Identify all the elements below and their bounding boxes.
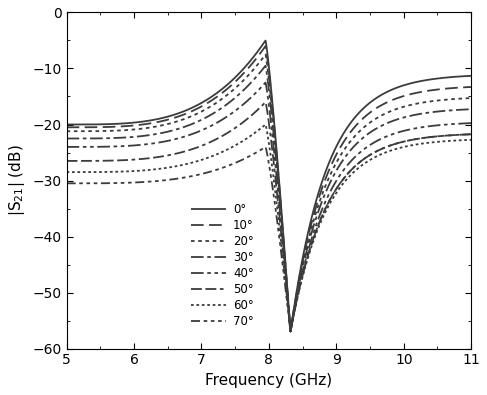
Line: 30°: 30° [67,66,471,331]
50° [288,329,294,334]
Line: 20°: 20° [67,55,471,331]
20° [134,127,140,132]
70° [134,180,140,185]
10° [417,90,423,94]
60° [288,329,294,334]
0° [417,79,423,84]
70° [417,136,423,141]
0° [236,71,242,76]
Line: 40°: 40° [67,83,471,331]
50° [417,136,423,141]
20° [64,129,70,134]
20° [461,96,467,101]
60° [468,137,474,142]
50° [236,123,242,128]
Y-axis label: |S$_{21}$| (dB): |S$_{21}$| (dB) [7,145,27,216]
Line: 70°: 70° [67,134,471,331]
40° [110,144,116,149]
30° [468,107,474,111]
0° [461,74,467,79]
10° [236,75,242,80]
20° [110,128,116,133]
0° [262,38,268,43]
0° [468,73,474,78]
0° [134,120,140,125]
50° [468,132,474,137]
10° [110,124,116,129]
10° [262,44,268,49]
10° [64,125,70,130]
20° [219,97,225,102]
50° [110,158,116,163]
60° [417,141,423,146]
60° [262,122,268,127]
30° [461,107,467,112]
0° [64,122,70,127]
50° [134,157,140,162]
30° [110,136,116,141]
30° [64,136,70,141]
70° [219,166,225,171]
30° [134,134,140,139]
X-axis label: Frequency (GHz): Frequency (GHz) [206,373,333,388]
10° [461,85,467,90]
Legend: 0°, 10°, 20°, 30°, 40°, 50°, 60°, 70°: 0°, 10°, 20°, 30°, 40°, 50°, 60°, 70° [186,199,259,333]
60° [134,169,140,173]
30° [417,111,423,116]
40° [219,118,225,122]
70° [236,159,242,164]
40° [262,80,268,85]
40° [288,329,294,334]
40° [461,121,467,126]
60° [461,138,467,143]
40° [64,145,70,149]
50° [461,132,467,137]
20° [262,52,268,57]
60° [219,150,225,154]
20° [288,329,294,334]
40° [134,143,140,148]
10° [468,85,474,89]
0° [219,87,225,92]
Line: 50°: 50° [67,102,471,331]
60° [110,169,116,174]
20° [417,101,423,105]
Line: 10°: 10° [67,46,471,331]
50° [262,100,268,105]
20° [236,82,242,87]
70° [64,181,70,186]
50° [64,158,70,163]
10° [219,91,225,96]
0° [288,329,294,334]
10° [288,329,294,334]
30° [236,92,242,96]
70° [110,181,116,186]
30° [262,63,268,68]
70° [460,132,466,137]
Line: 0°: 0° [67,41,471,331]
10° [134,123,140,128]
40° [417,125,423,130]
0° [110,122,116,126]
30° [219,105,225,110]
70° [468,132,474,137]
40° [468,121,474,126]
50° [219,134,225,139]
Line: 60°: 60° [67,124,471,331]
20° [468,96,474,100]
70° [288,329,294,334]
60° [64,170,70,175]
40° [236,105,242,110]
30° [288,329,294,334]
60° [236,141,242,145]
